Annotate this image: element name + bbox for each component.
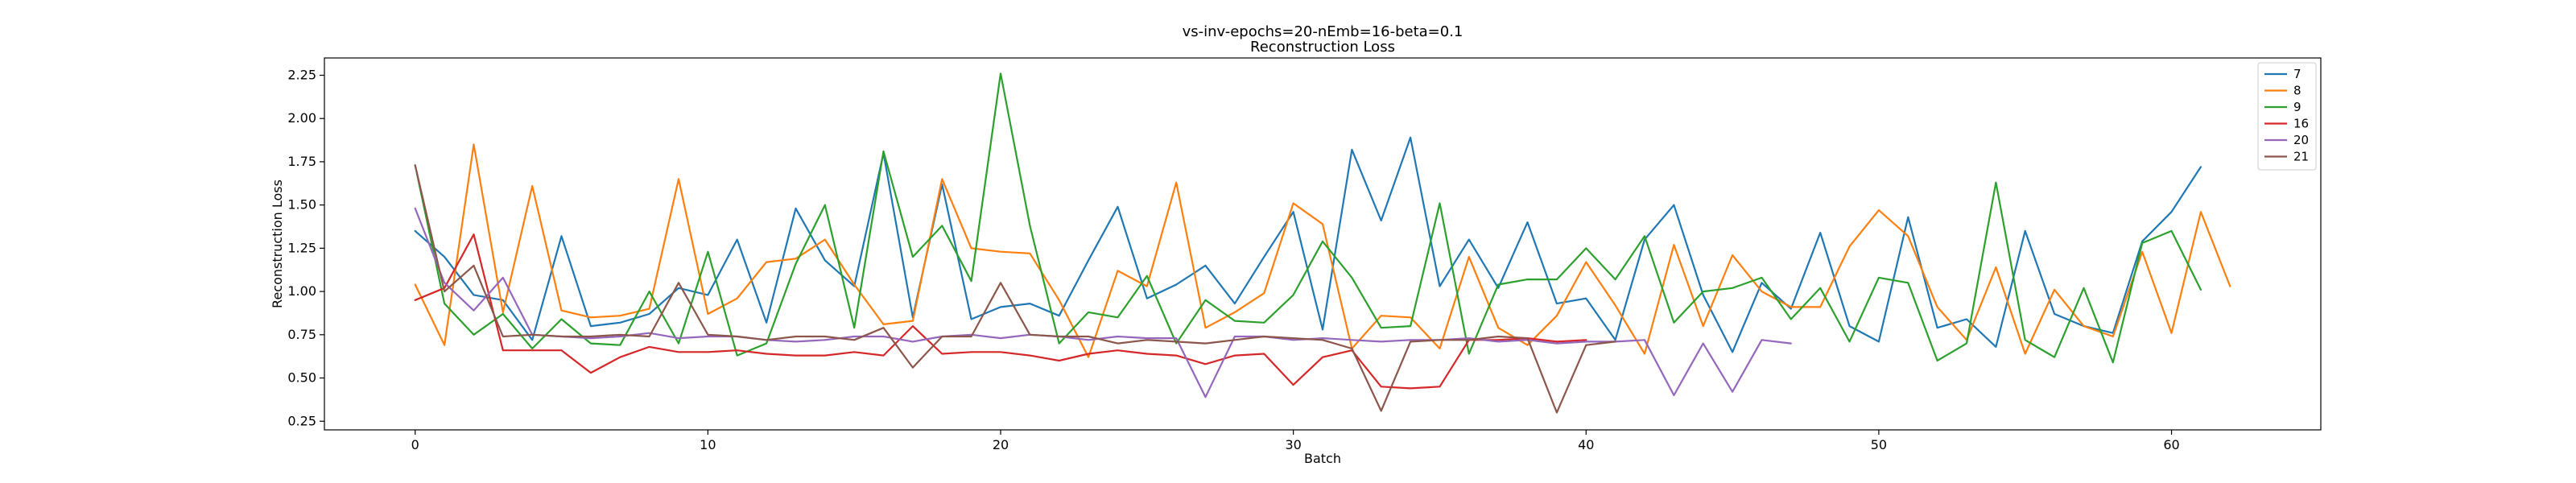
y-tick-label: 0.50 (287, 370, 316, 386)
x-tick-label: 10 (700, 437, 716, 452)
x-tick-label: 20 (993, 437, 1009, 452)
legend-box (2257, 62, 2317, 171)
series-line-21 (414, 164, 1616, 414)
series-line-8 (414, 143, 2231, 358)
series-layer (414, 72, 2231, 414)
y-tick-label: 0.75 (287, 327, 316, 342)
y-tick-label: 2.00 (287, 110, 316, 126)
y-tick-label: 1.00 (287, 283, 316, 299)
y-tick-label: 1.75 (287, 154, 316, 169)
y-tick-label: 1.50 (287, 197, 316, 213)
y-tick-label: 2.25 (287, 67, 316, 82)
series-line-7 (414, 136, 2202, 353)
x-tick-label: 30 (1285, 437, 1301, 452)
legend-label-9: 9 (2293, 100, 2301, 114)
plot-area-frame (324, 57, 2322, 431)
legend: 7 8 9 16 20 21 (2257, 62, 2317, 171)
chart-subtitle: Reconstruction Loss (1250, 39, 1395, 56)
legend-label-7: 7 (2293, 67, 2301, 81)
x-tick-label: 0 (411, 437, 419, 452)
legend-label-16: 16 (2293, 117, 2309, 131)
y-axis-label: Reconstruction Loss (270, 180, 285, 308)
chart-title: vs-inv-epochs=20-nEmb=16-beta=0.1 (1183, 23, 1463, 40)
y-tick-label: 1.25 (287, 240, 316, 255)
y-tick-label: 0.25 (287, 413, 316, 428)
x-axis-label: Batch (1304, 451, 1341, 466)
y-axis: 0.25 0.50 0.75 1.00 1.25 1.50 1.75 2.00 2.25 (287, 67, 324, 428)
legend-label-21: 21 (2293, 150, 2309, 164)
series-line-20 (414, 207, 1792, 398)
legend-label-20: 20 (2293, 133, 2309, 147)
series-line-9 (414, 72, 2202, 364)
series-line-16 (414, 233, 1587, 390)
x-tick-label: 50 (1871, 437, 1887, 452)
x-tick-label: 40 (1578, 437, 1594, 452)
legend-label-8: 8 (2293, 84, 2301, 98)
chart-titles: vs-inv-epochs=20-nEmb=16-beta=0.1 Recons… (1183, 23, 1463, 56)
x-axis: 0 10 20 30 40 50 60 (411, 430, 2180, 452)
x-tick-label: 60 (2163, 437, 2179, 452)
